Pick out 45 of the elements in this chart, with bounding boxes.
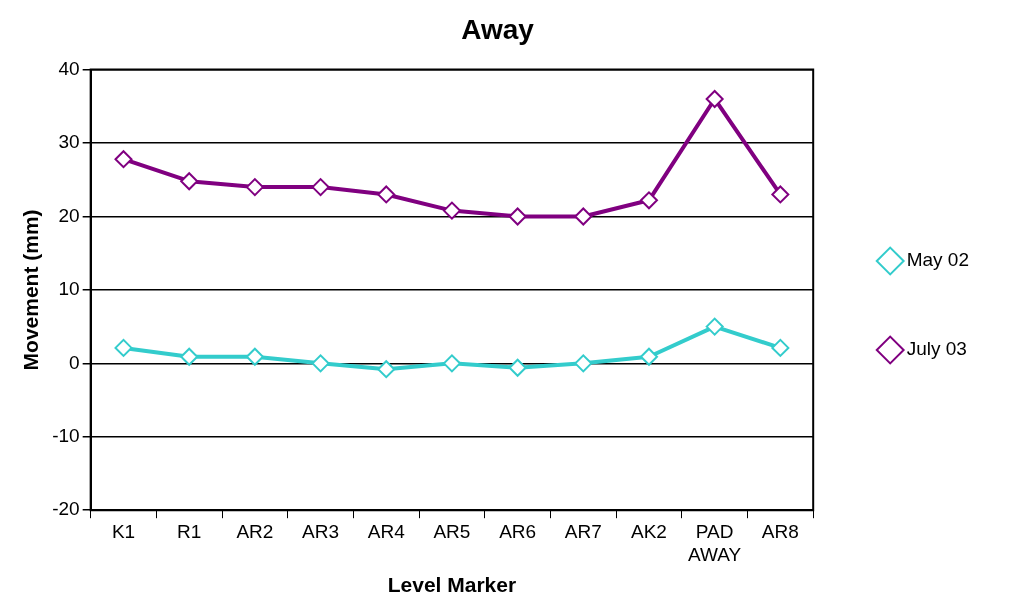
point [771,338,790,357]
x-tick-label: AR2 [236,520,274,542]
point [771,185,790,204]
point [442,201,461,220]
x-tick-label: AR3 [302,520,340,542]
x-tick-label: K1 [111,520,136,542]
y-tick-label: -10 [52,425,80,446]
point [639,347,658,366]
x-tick-label: AR5 [433,520,471,542]
x-tick-label: AR6 [499,520,537,542]
x-tick-label: AR4 [367,520,406,542]
point [508,207,527,226]
y-tick-label: 10 [58,278,80,300]
point [574,354,593,373]
y-tick-label: -20 [52,498,80,520]
point [705,89,724,108]
point [114,338,133,357]
x-tick-label: R1 [177,520,202,542]
point [180,172,199,191]
y-axis-title: Movement (mm) [19,209,43,371]
point [377,185,396,204]
y-tick-label: 20 [58,204,80,226]
y-tick-label: 30 [58,131,80,153]
x-tick-label: AK2 [631,520,667,542]
point [442,354,461,373]
point [639,191,658,210]
x-tick-label: AR8 [761,520,799,542]
point [311,354,330,373]
legend-label: May 02 [906,249,970,271]
point [377,360,396,379]
point [245,178,264,197]
point [245,347,264,366]
point [508,358,527,377]
point [180,347,199,366]
chart-title: Away [461,13,535,45]
y-tick-label: 40 [58,57,80,79]
point [705,317,724,336]
y-tick-label: 0 [69,351,80,373]
point [574,207,593,226]
x-tick-label: AR7 [564,520,602,542]
x-axis-title: Level Marker [387,573,517,597]
point [114,150,133,169]
legend-label: July 03 [906,338,967,360]
x-tick-label: PAD AWAY [688,520,742,565]
point [311,178,330,197]
